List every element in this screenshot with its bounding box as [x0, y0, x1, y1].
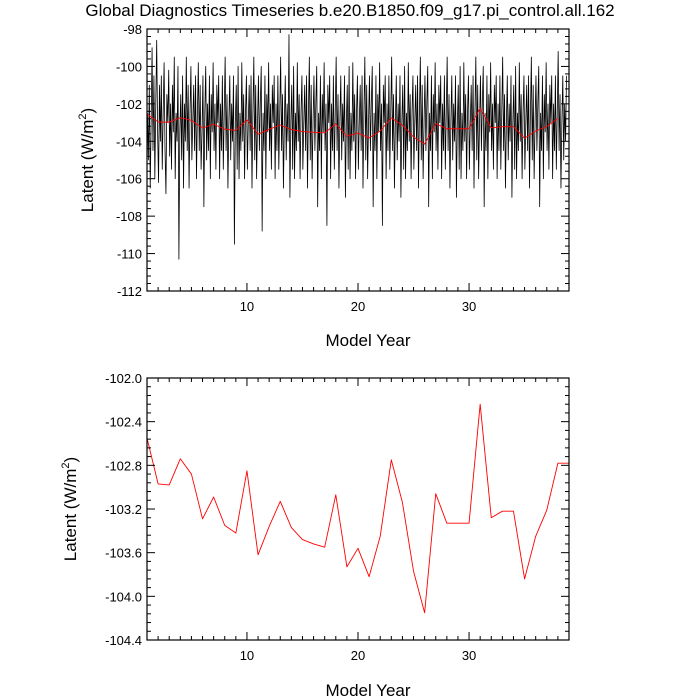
y-tick-label: -112: [117, 284, 142, 299]
y-axis-title-main: Latent (W/m: [61, 469, 80, 562]
chart-panel-2: 10 20 30 -104.4 -104.0 -103.6 -103.2 -102.8 -102…: [60, 371, 570, 700]
y-axis-title-sup: 2: [60, 462, 72, 468]
x-tick-label: 20: [351, 648, 365, 663]
series-line-monthly: [147, 34, 567, 260]
y-axis-title-sup: 2: [77, 113, 89, 119]
x-tick-label: 10: [240, 648, 254, 663]
y-tick-label: -104.4: [105, 633, 142, 648]
y-axis-title-main: Latent (W/m: [78, 120, 97, 213]
y-tick-label: -100: [116, 59, 142, 74]
x-axis-title: Model Year: [325, 681, 410, 700]
x-axis-title: Model Year: [325, 331, 410, 350]
x-tick-label: 10: [240, 299, 254, 314]
series-line-annual: [146, 107, 559, 145]
y-tick-label: -102.4: [105, 415, 142, 430]
chart-panel-1: 10 20 30 -112 -110 -108 -106 -104 -102 -100 -98 Mod…: [77, 22, 570, 350]
y-tick-label: -110: [117, 247, 142, 262]
y-tick-label: -98: [123, 22, 142, 37]
plot-frame: [146, 377, 570, 641]
y-axis-title: Latent (W/m2): [60, 457, 80, 561]
y-axis-title-tail: ): [61, 457, 80, 463]
y-tick-label: -102: [116, 97, 142, 112]
y-axis-title-tail: ): [78, 108, 97, 114]
y-axis-title: Latent (W/m2): [77, 108, 97, 212]
y-tick-label: -106: [116, 172, 142, 187]
y-tick-label: -102.0: [105, 371, 142, 386]
x-tick-label: 30: [462, 648, 476, 663]
x-tick-label: 20: [351, 299, 365, 314]
y-tick-label: -104.0: [105, 589, 142, 604]
series-line-annual: [146, 403, 569, 614]
y-tick-label: -103.2: [105, 502, 142, 517]
chart-title: Global Diagnostics Timeseries b.e20.B185…: [85, 1, 615, 20]
y-tick-label: -104: [116, 134, 142, 149]
y-tick-label: -103.6: [105, 546, 142, 561]
y-tick-label: -102.8: [105, 458, 142, 473]
y-tick-label: -108: [116, 209, 142, 224]
x-tick-label: 30: [462, 299, 476, 314]
